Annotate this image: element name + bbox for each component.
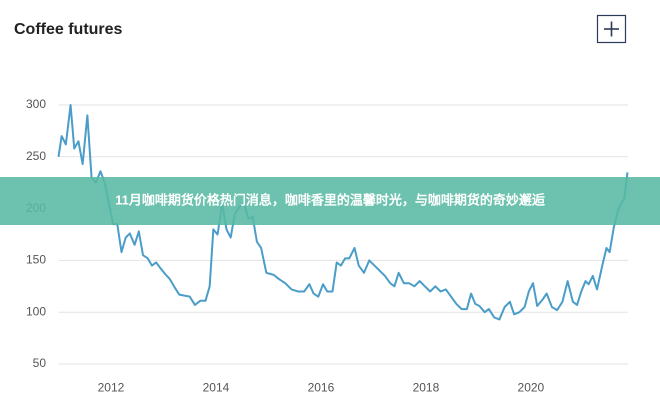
banner-background [0,177,660,225]
chart-title: Coffee futures [14,21,123,38]
y-tick-label: 250 [26,149,46,163]
y-tick-label: 50 [33,356,47,370]
banner: 11月咖啡期货价格热门消息，咖啡香里的温馨时光，与咖啡期货的奇妙邂逅 [0,177,660,225]
x-tick-label: 2014 [203,381,230,395]
button-frame[interactable] [596,14,627,44]
x-tick-label: 2012 [98,381,125,395]
y-tick-label: 100 [26,304,46,318]
price-line [57,104,629,321]
y-tick-label: 300 [26,97,46,111]
x-tick-label: 2020 [518,381,545,395]
plot-area: 5010015020025030020122014201620182020 [26,97,629,395]
x-tick-label: 2016 [308,381,335,395]
banner-text: 11月咖啡期货价格热门消息，咖啡香里的温馨时光，与咖啡期货的奇妙邂逅 [115,192,546,207]
x-tick-label: 2018 [413,381,440,395]
expand-button[interactable] [596,14,627,44]
y-tick-label: 150 [26,253,46,267]
